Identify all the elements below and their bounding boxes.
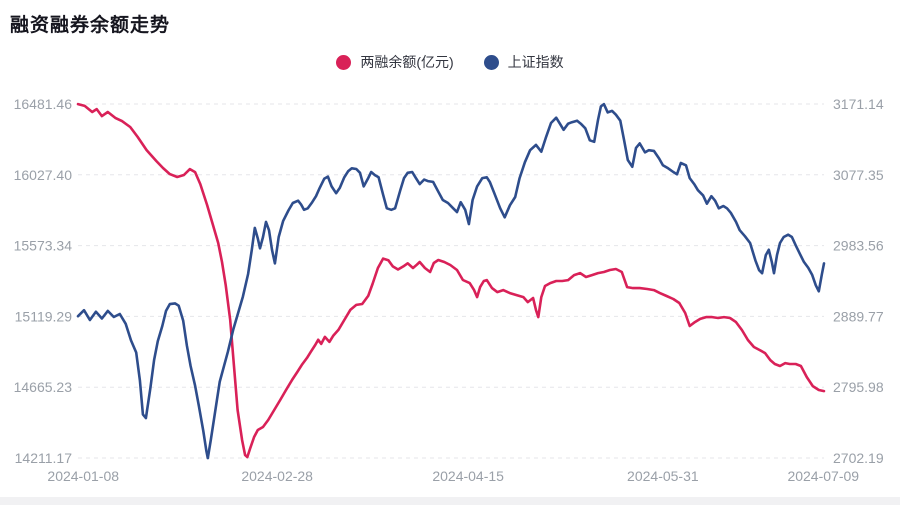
left-axis-tick: 14211.17 [15,450,73,466]
chart-legend: 两融余额(亿元) 上证指数 [0,52,900,72]
x-axis-tick: 2024-02-28 [241,468,313,484]
series-line-sse-index[interactable] [76,102,826,460]
bottom-strip [0,497,900,505]
right-axis-tick: 2795.98 [833,379,884,395]
left-axis-tick: 14665.23 [14,379,73,395]
legend-label-margin-balance: 两融余额(亿元) [360,54,454,70]
left-axis-tick: 16481.46 [14,96,73,112]
x-axis-tick: 2024-01-08 [47,468,119,484]
grid-lines [78,103,824,459]
right-axis-tick: 2983.56 [833,238,884,254]
x-axis-tick: 2024-04-15 [432,468,504,484]
x-axis-tick: 2024-07-09 [787,468,859,484]
right-axis-labels: 3171.14 3077.35 2983.56 2889.77 2795.98 2702.… [833,96,884,466]
page-title: 融资融券余额走势 [10,15,171,36]
x-axis-labels: 2024-01-08 2024-02-28 2024-04-15 2024-05-31… [47,468,859,484]
sse-index-legend-dot-icon [483,54,499,70]
series-line-margin-balance[interactable] [76,102,826,459]
margin-balance-legend-dot-icon [336,54,352,70]
right-axis-tick: 3077.35 [833,167,884,183]
left-axis-tick: 16027.40 [14,167,73,183]
left-axis-tick: 15119.29 [15,308,73,324]
right-axis-tick: 2702.19 [833,450,884,466]
left-axis-labels: 16481.46 16027.40 15573.34 15119.29 14665.23… [14,96,73,466]
legend-item-margin-balance[interactable]: 两融余额(亿元) [336,52,454,72]
left-axis-tick: 15573.34 [14,238,73,254]
x-axis-tick: 2024-05-31 [627,468,699,484]
right-axis-tick: 3171.14 [833,96,884,112]
right-axis-tick: 2889.77 [833,308,884,324]
legend-item-sse-index[interactable]: 上证指数 [483,52,564,72]
legend-label-sse-index: 上证指数 [507,54,564,70]
